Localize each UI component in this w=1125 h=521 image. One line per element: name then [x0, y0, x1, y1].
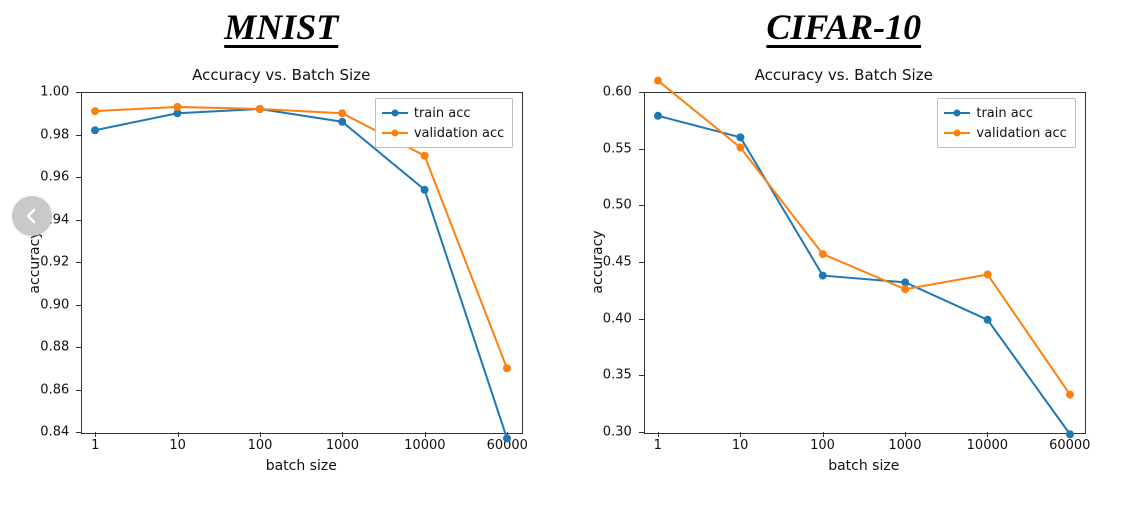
carousel-prev-button[interactable] [12, 196, 52, 236]
chart-mnist: Accuracy vs. Batch Size0.840.860.880.900… [21, 52, 541, 482]
x-axis-label: batch size [266, 458, 337, 474]
legend-label: train acc [976, 106, 1033, 121]
series-marker [421, 186, 429, 194]
dataset-title-cifar10: CIFAR-10 [766, 6, 921, 48]
legend-swatch [944, 127, 970, 139]
legend-swatch [944, 107, 970, 119]
panel-mnist: MNIST Accuracy vs. Batch Size0.840.860.8… [0, 0, 563, 521]
legend: train acc validation acc [937, 98, 1075, 148]
series-marker [421, 152, 429, 160]
series-marker [819, 272, 827, 280]
chart-cifar10: Accuracy vs. Batch Size0.300.350.400.450… [584, 52, 1104, 482]
series-marker [1066, 430, 1074, 438]
series-marker [901, 278, 909, 286]
series-marker [819, 250, 827, 258]
series-marker [983, 270, 991, 278]
chevron-left-icon [24, 208, 40, 224]
series-marker [1066, 391, 1074, 399]
legend-label: validation acc [976, 126, 1066, 141]
legend-item: validation acc [382, 123, 504, 143]
legend-label: train acc [414, 106, 471, 121]
series-marker [174, 103, 182, 111]
legend-item: validation acc [944, 123, 1066, 143]
legend-swatch [382, 107, 408, 119]
series-marker [91, 126, 99, 134]
legend-label: validation acc [414, 126, 504, 141]
series-marker [91, 107, 99, 115]
series-line [95, 109, 507, 438]
legend-item: train acc [382, 103, 504, 123]
legend: train acc validation acc [375, 98, 513, 148]
series-marker [654, 77, 662, 85]
series-marker [503, 434, 511, 442]
panel-cifar10: CIFAR-10 Accuracy vs. Batch Size0.300.35… [563, 0, 1125, 521]
x-axis-label: batch size [828, 458, 899, 474]
series-marker [338, 109, 346, 117]
series-marker [736, 133, 744, 141]
series-marker [736, 144, 744, 152]
series-marker [654, 112, 662, 120]
legend-swatch [382, 127, 408, 139]
series-marker [256, 105, 264, 113]
chart-pair: MNIST Accuracy vs. Batch Size0.840.860.8… [0, 0, 1125, 521]
dataset-title-mnist: MNIST [224, 6, 338, 48]
series-marker [503, 364, 511, 372]
legend-item: train acc [944, 103, 1066, 123]
series-marker [983, 316, 991, 324]
series-line [658, 116, 1070, 434]
series-marker [338, 118, 346, 126]
series-marker [901, 285, 909, 293]
